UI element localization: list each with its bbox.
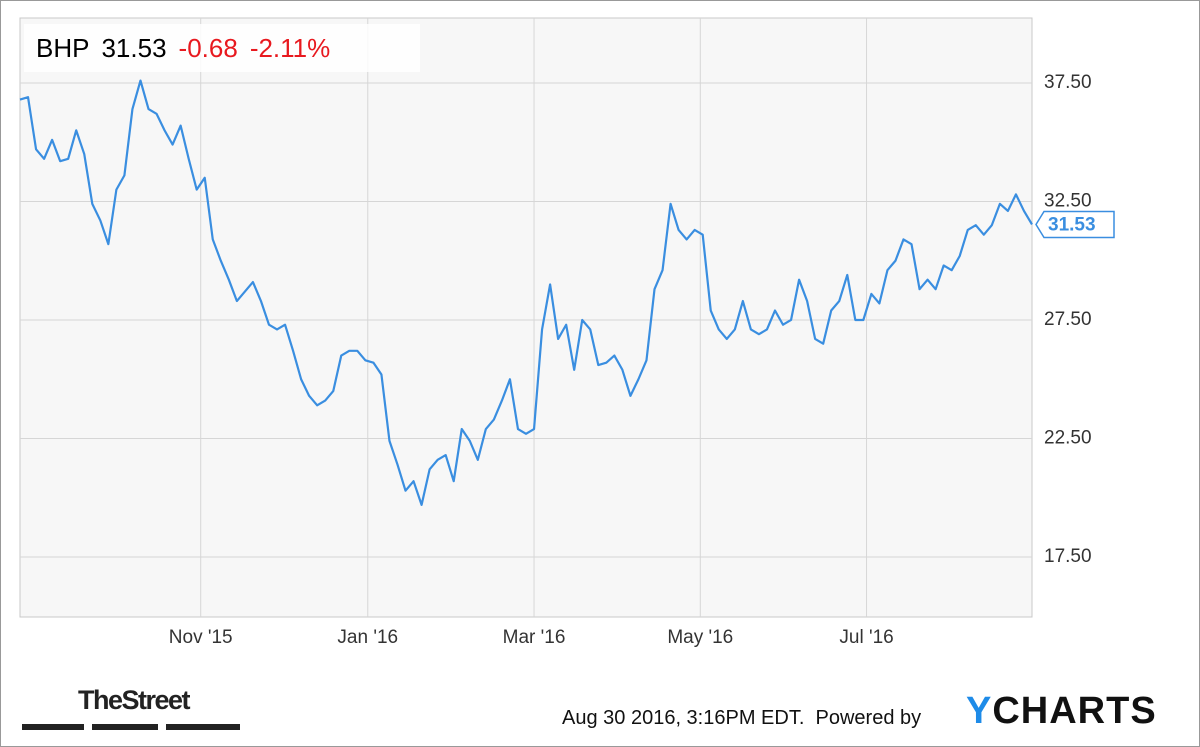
- timestamp: Aug 30 2016, 3:16PM EDT.: [562, 707, 805, 729]
- powered-by: Powered by: [815, 707, 922, 729]
- price: 31.53: [101, 33, 167, 63]
- x-tick-label: Nov '15: [169, 627, 233, 648]
- last-price-box: [1035, 210, 1115, 239]
- y-tick-label: 22.50: [1044, 428, 1092, 449]
- last-price-label: 31.53: [1048, 214, 1096, 235]
- plot-area: [19, 17, 1033, 618]
- ticker: BHP: [36, 33, 90, 63]
- change-percent: -2.11%: [249, 33, 331, 63]
- brand-logo: YCHARTS: [966, 690, 1157, 732]
- x-tick-label: Jan '16: [337, 627, 398, 648]
- y-tick-label: 27.50: [1044, 309, 1092, 330]
- x-tick-label: Mar '16: [503, 627, 566, 648]
- logo-bar: [22, 724, 84, 730]
- x-tick-label: May '16: [667, 627, 733, 648]
- quote-header: BHP 31.53 -0.68 -2.11%: [24, 24, 420, 72]
- x-tick-label: Jul '16: [839, 627, 893, 648]
- y-tick-label: 37.50: [1044, 72, 1092, 93]
- source-logo: TheStreet: [78, 685, 191, 715]
- price-line: [19, 79, 1033, 506]
- change: -0.68: [178, 33, 238, 63]
- y-tick-label: 32.50: [1044, 190, 1092, 211]
- y-tick-label: 17.50: [1044, 546, 1092, 567]
- footer-text: Aug 30 2016, 3:16PM EDT. Powered by: [562, 707, 921, 730]
- logo-bar: [92, 724, 158, 730]
- logo-bar: [166, 724, 240, 730]
